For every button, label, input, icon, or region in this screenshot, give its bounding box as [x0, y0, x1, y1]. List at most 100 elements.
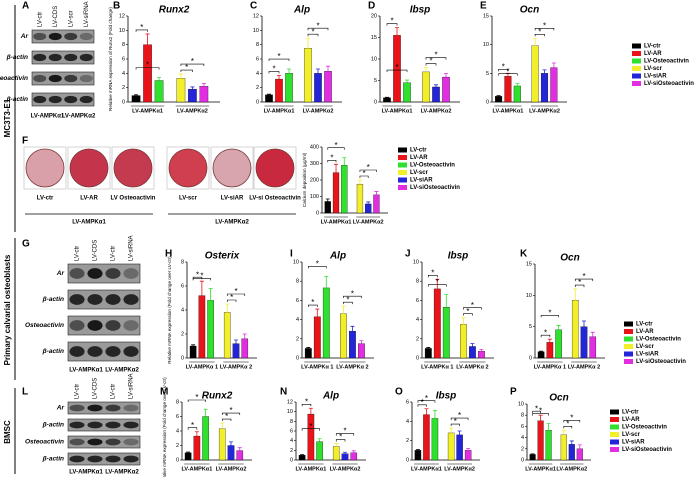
bar: [316, 441, 323, 461]
blot-strip: [67, 452, 141, 466]
blot-band: [69, 421, 85, 429]
group-label: LV-AMPKα2: [444, 466, 475, 472]
blot-band: [69, 455, 85, 463]
significance-bracket: [498, 73, 518, 76]
blot-band: [123, 268, 139, 279]
blot-band: [48, 32, 62, 41]
significance-star: *: [390, 17, 393, 26]
y-tick-label: 10: [287, 409, 293, 415]
chart-title: Runx2: [202, 391, 233, 402]
significance-bracket: [574, 284, 585, 288]
y-tick-label: 10: [119, 28, 125, 34]
plate-well: [255, 148, 295, 188]
plate-label: LV Osteoactivin: [111, 196, 156, 202]
y-tick-label: 2: [416, 336, 419, 342]
legend-label: LV-ctr: [644, 44, 661, 50]
legend-swatch: [398, 177, 407, 183]
y-tick-label: 0: [406, 457, 409, 463]
bar: [560, 434, 567, 461]
y-tick-label: 300: [310, 161, 319, 167]
significance-star: *: [570, 413, 573, 422]
significance-star: *: [431, 268, 434, 277]
error-bar: [315, 308, 320, 317]
blot-strip: [67, 289, 141, 310]
blot-band: [123, 346, 139, 357]
cell-label: MC3T3-E1: [3, 98, 12, 137]
bar: [414, 450, 422, 461]
error-bar: [287, 68, 291, 74]
significance-bracket: [307, 33, 319, 37]
blot-band: [64, 32, 78, 41]
bar: [456, 434, 463, 461]
significance-star: *: [343, 427, 346, 436]
significance-bracket: [221, 418, 232, 422]
y-tick-label: 4: [122, 71, 125, 77]
significance-star: *: [395, 63, 398, 72]
y-tick-label: 8: [181, 259, 184, 265]
panel-label: N: [280, 387, 287, 398]
blot-band: [123, 438, 139, 446]
legend-swatch: [632, 73, 641, 79]
blot-strip: [67, 263, 141, 284]
blot-band: [48, 53, 62, 62]
row-label: β-actin: [42, 348, 64, 355]
y-axis-label: Relative mRNA expression (Fold change ov…: [162, 377, 167, 477]
plate-group-label: LV-AMPKα2: [215, 220, 249, 226]
y-tick-label: 5: [374, 78, 377, 84]
bar: [189, 345, 197, 359]
error-bar: [317, 438, 322, 442]
y-tick-label: 0: [374, 99, 377, 105]
bar: [504, 76, 512, 103]
blot-group-label: LV-AMPKα1: [69, 470, 103, 476]
plate-label: LV-ctr: [37, 196, 54, 202]
significance-star: *: [544, 328, 547, 337]
bar: [478, 351, 485, 359]
y-axis-label: Relative mRNA expression (Fold change ov…: [167, 256, 172, 364]
legend-swatch: [632, 66, 641, 71]
significance-bracket: [498, 69, 509, 72]
blot-band: [87, 320, 103, 331]
legend-label: LV-Osteoactivin: [636, 337, 681, 343]
legend-label: LV-AR: [622, 417, 640, 423]
significance-bracket: [187, 427, 198, 430]
y-tick-label: 0: [122, 99, 125, 105]
error-bar: [237, 447, 242, 451]
y-axis-label: Relative mRNA expression of Runx2 (Fold …: [108, 7, 113, 111]
bar: [442, 306, 450, 359]
error-bar: [357, 179, 362, 185]
group-label: LV-AMPKα 2: [220, 364, 252, 370]
y-tick-label: 0: [181, 355, 184, 361]
significance-star: *: [582, 272, 585, 281]
group-label: LV-AMPKα 1: [301, 364, 333, 370]
y-tick-label: 0: [529, 355, 532, 361]
error-bar: [496, 95, 501, 97]
significance-bracket: [180, 63, 205, 67]
group-label: LV-AMPKα1: [264, 108, 295, 114]
significance-star: *: [305, 397, 308, 406]
significance-bracket: [425, 63, 437, 66]
blot-band: [87, 268, 103, 279]
bar: [545, 430, 552, 461]
blot-band: [87, 438, 103, 446]
error-bar: [470, 343, 475, 347]
group-label: LV-AMPKα2: [353, 219, 384, 225]
significance-bracket: [386, 69, 408, 73]
row-label: β-actin: [42, 422, 64, 429]
error-bar: [277, 75, 281, 80]
error-bar: [461, 317, 466, 325]
bar: [184, 452, 192, 461]
significance-star: *: [535, 404, 538, 413]
blot-group-label: LV-AMPKα1: [31, 114, 65, 120]
error-bar: [342, 157, 347, 166]
bar: [513, 85, 521, 103]
blot-band: [87, 404, 103, 412]
bar: [464, 450, 472, 461]
blot-band: [105, 455, 121, 463]
group-label: LV-AMPKα 2: [568, 364, 600, 370]
significance-star: *: [363, 169, 366, 178]
legend-swatch: [610, 432, 619, 437]
blot-strip: [31, 50, 95, 65]
blot-strip: [67, 341, 141, 362]
bar: [550, 67, 558, 103]
legend-swatch: [624, 359, 633, 364]
